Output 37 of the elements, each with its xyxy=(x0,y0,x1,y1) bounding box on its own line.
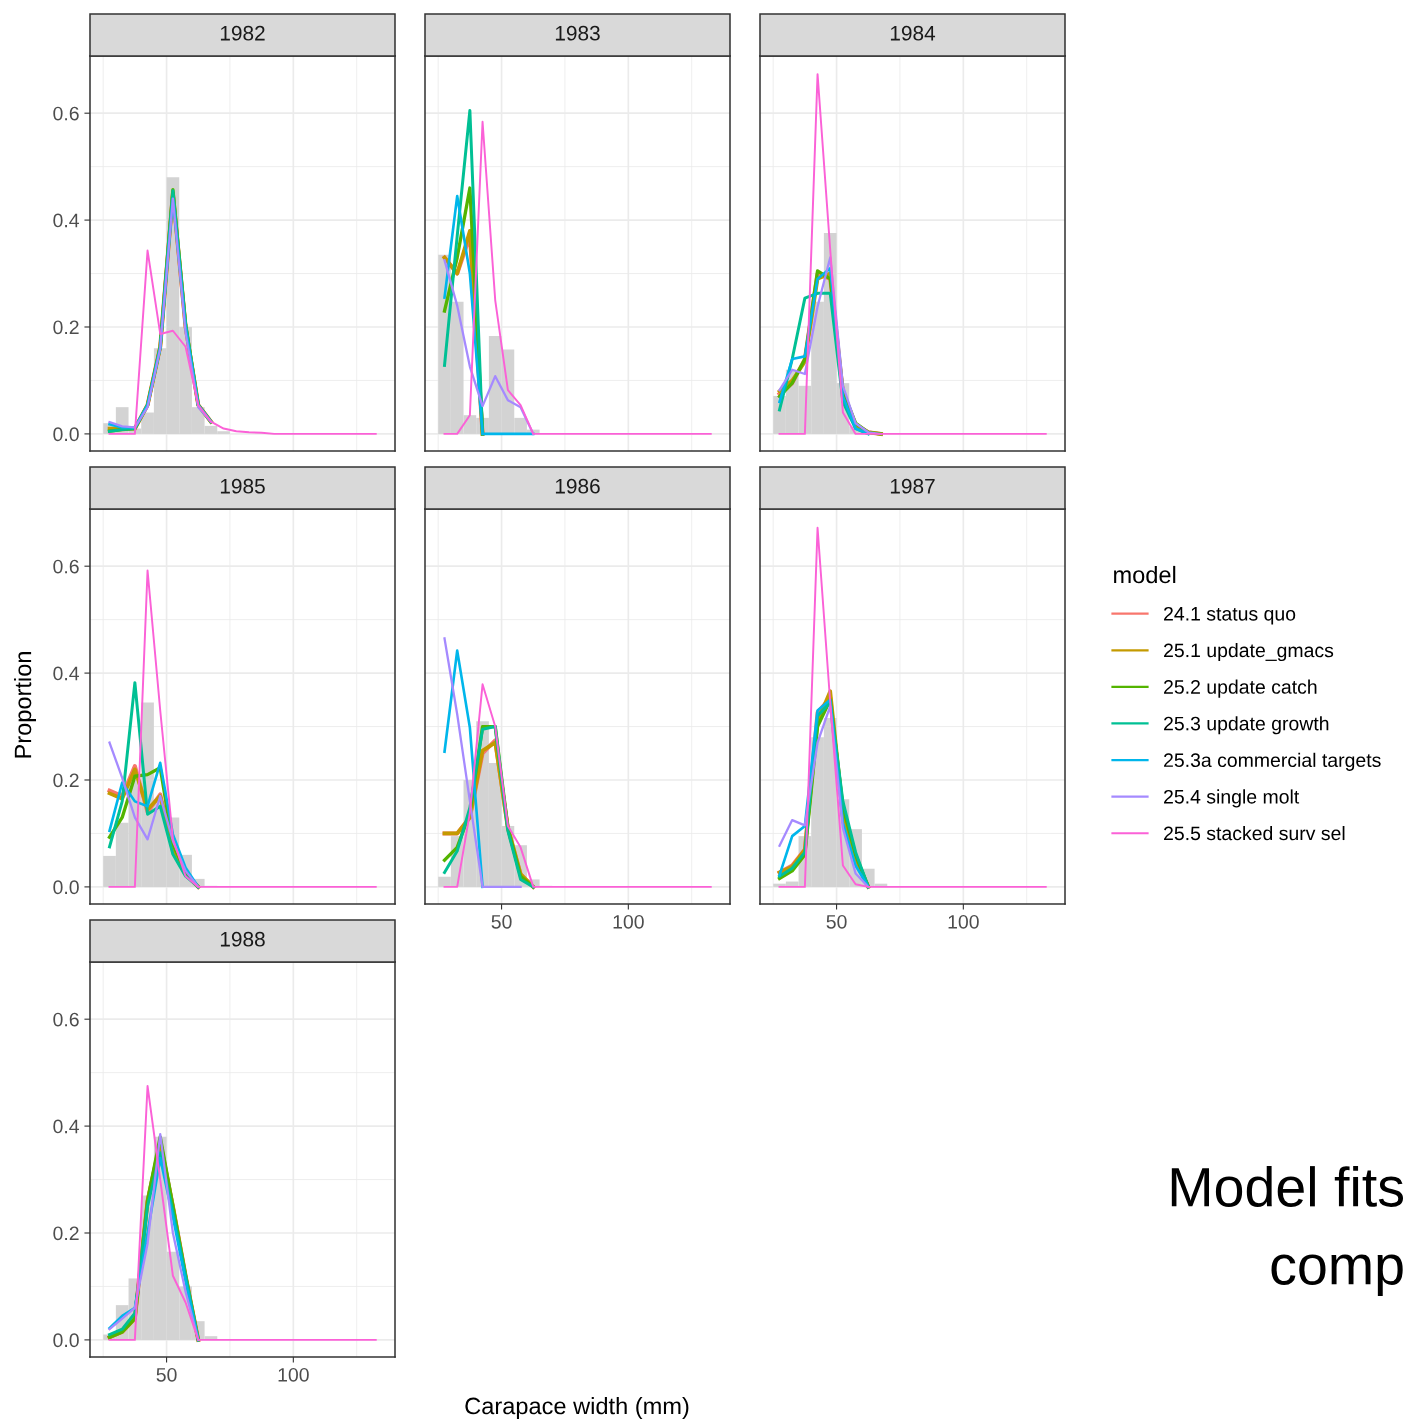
legend-label: 24.1 status quo xyxy=(1164,606,1296,625)
y-tick-label: 0.4 xyxy=(53,1119,80,1134)
chart-title: 1987 xyxy=(890,478,935,494)
chart-title: 1986 xyxy=(555,478,600,494)
y-tick-label: 0.6 xyxy=(53,106,79,121)
y-tick-label: 0.4 xyxy=(53,213,80,228)
text: Model fits xyxy=(1171,1166,1404,1207)
y-tick-label: 0.4 xyxy=(53,666,80,681)
x-tick-label: 100 xyxy=(948,914,979,929)
legend-label: 25.1 update_gmacs xyxy=(1164,642,1334,662)
x-tick-label: 50 xyxy=(826,914,847,929)
y-tick-label: 0.2 xyxy=(53,1226,79,1241)
legend-label: 25.4 single molt xyxy=(1164,789,1300,808)
chart-title: 1984 xyxy=(890,25,936,41)
y-tick-label: 0.6 xyxy=(53,559,79,574)
y-tick-label: 0.0 xyxy=(53,1333,79,1348)
x-tick-label: 50 xyxy=(491,914,512,929)
y-tick-label: 0.0 xyxy=(53,427,79,442)
y-tick-label: 0.0 xyxy=(53,880,79,895)
x-tick-label: 100 xyxy=(278,1367,309,1382)
x-tick-label: 50 xyxy=(156,1367,177,1382)
text: comp xyxy=(1271,1254,1403,1296)
x-axis-title: Carapace width (mm) xyxy=(465,1396,689,1420)
legend-label: 25.2 update catch xyxy=(1164,679,1317,698)
legend-label: 25.5 stacked surv sel xyxy=(1164,825,1345,841)
y-tick-label: 0.2 xyxy=(53,773,79,788)
y-tick-label: 0.6 xyxy=(53,1012,79,1027)
y-axis-title: Proportion xyxy=(14,652,36,758)
chart-title: 1988 xyxy=(220,931,265,947)
legend-label: 25.3 update growth xyxy=(1164,716,1329,735)
y-tick-label: 0.2 xyxy=(53,320,79,335)
legend-title: model xyxy=(1114,565,1176,584)
legend-label: 25.3a commercial targets xyxy=(1164,752,1381,771)
chart-title: 1985 xyxy=(220,478,265,494)
chart-title: 1982 xyxy=(220,25,265,41)
x-tick-label: 100 xyxy=(613,914,644,929)
chart-title: 1983 xyxy=(555,25,600,41)
